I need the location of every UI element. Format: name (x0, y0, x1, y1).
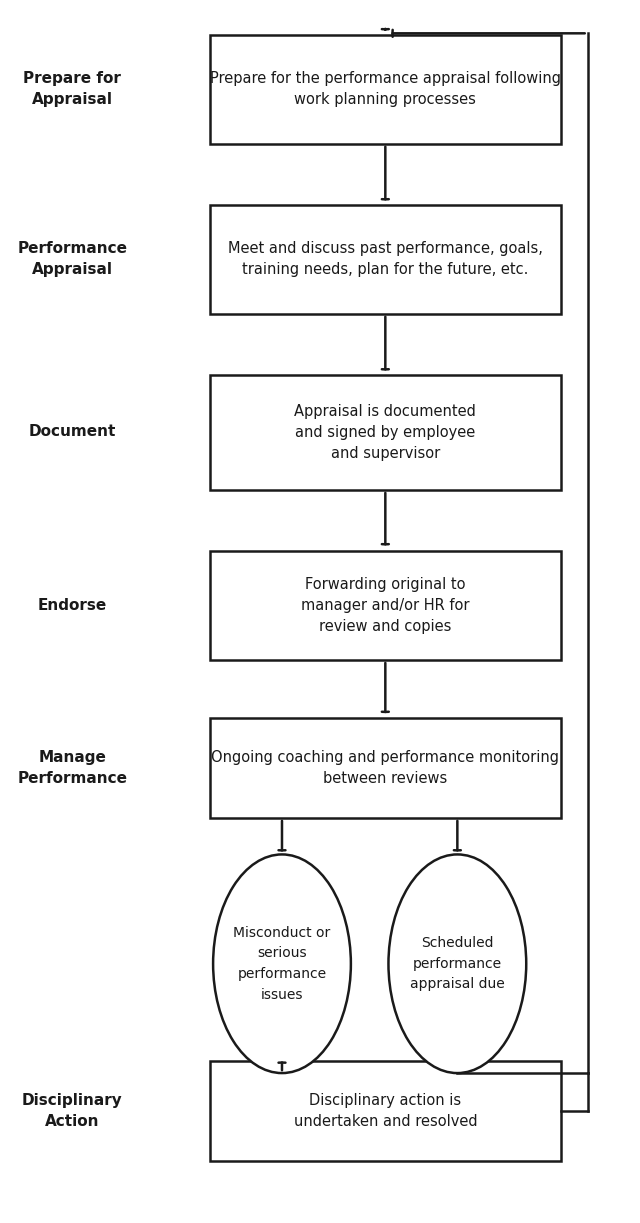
Text: Endorse: Endorse (38, 598, 107, 613)
FancyBboxPatch shape (210, 34, 561, 144)
FancyBboxPatch shape (210, 1060, 561, 1161)
Text: Forwarding original to
manager and/or HR for
review and copies: Forwarding original to manager and/or HR… (301, 577, 470, 634)
Text: Prepare for
Appraisal: Prepare for Appraisal (23, 71, 121, 108)
Ellipse shape (388, 855, 526, 1073)
Text: Document: Document (29, 424, 116, 439)
Ellipse shape (213, 855, 351, 1073)
Text: Meet and discuss past performance, goals,
training needs, plan for the future, e: Meet and discuss past performance, goals… (228, 241, 543, 278)
Text: Misconduct or
serious
performance
issues: Misconduct or serious performance issues (234, 926, 331, 1002)
FancyBboxPatch shape (210, 204, 561, 314)
Text: Performance
Appraisal: Performance Appraisal (17, 241, 127, 278)
FancyBboxPatch shape (210, 550, 561, 660)
Text: Prepare for the performance appraisal following
work planning processes: Prepare for the performance appraisal fo… (210, 71, 561, 108)
Text: Appraisal is documented
and signed by employee
and supervisor: Appraisal is documented and signed by em… (294, 404, 476, 461)
Text: Disciplinary
Action: Disciplinary Action (22, 1092, 123, 1129)
FancyBboxPatch shape (210, 718, 561, 818)
Text: Manage
Performance: Manage Performance (17, 750, 127, 786)
Text: Ongoing coaching and performance monitoring
between reviews: Ongoing coaching and performance monitor… (211, 750, 559, 786)
FancyBboxPatch shape (210, 374, 561, 490)
Text: Scheduled
performance
appraisal due: Scheduled performance appraisal due (410, 936, 505, 992)
Text: Disciplinary action is
undertaken and resolved: Disciplinary action is undertaken and re… (294, 1092, 477, 1129)
